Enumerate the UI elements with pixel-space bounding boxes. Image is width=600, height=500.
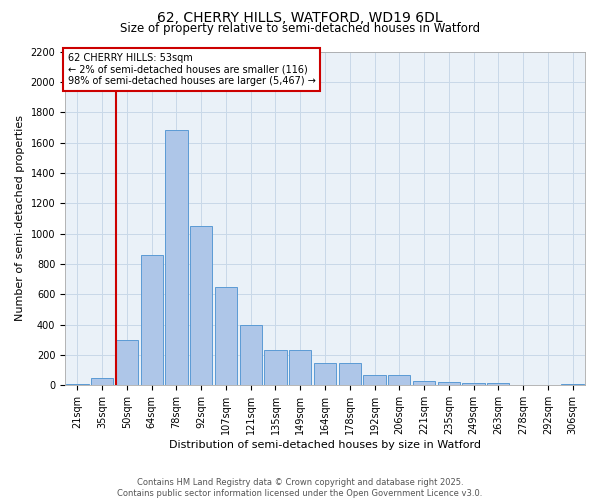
- Bar: [388, 374, 410, 386]
- Bar: [66, 384, 89, 386]
- Y-axis label: Number of semi-detached properties: Number of semi-detached properties: [15, 116, 25, 322]
- Bar: [265, 350, 287, 386]
- Bar: [338, 362, 361, 386]
- Text: Contains HM Land Registry data © Crown copyright and database right 2025.
Contai: Contains HM Land Registry data © Crown c…: [118, 478, 482, 498]
- Text: 62 CHERRY HILLS: 53sqm
← 2% of semi-detached houses are smaller (116)
98% of sem: 62 CHERRY HILLS: 53sqm ← 2% of semi-deta…: [68, 53, 316, 86]
- Bar: [364, 374, 386, 386]
- Bar: [166, 130, 188, 386]
- Bar: [314, 362, 336, 386]
- Bar: [487, 383, 509, 386]
- Bar: [140, 255, 163, 386]
- X-axis label: Distribution of semi-detached houses by size in Watford: Distribution of semi-detached houses by …: [169, 440, 481, 450]
- Bar: [413, 381, 435, 386]
- Bar: [91, 378, 113, 386]
- Bar: [190, 226, 212, 386]
- Bar: [512, 384, 534, 386]
- Text: Size of property relative to semi-detached houses in Watford: Size of property relative to semi-detach…: [120, 22, 480, 35]
- Bar: [437, 382, 460, 386]
- Bar: [116, 340, 138, 386]
- Bar: [463, 382, 485, 386]
- Bar: [239, 324, 262, 386]
- Bar: [215, 286, 237, 386]
- Text: 62, CHERRY HILLS, WATFORD, WD19 6DL: 62, CHERRY HILLS, WATFORD, WD19 6DL: [157, 11, 443, 25]
- Bar: [562, 384, 584, 386]
- Bar: [289, 350, 311, 386]
